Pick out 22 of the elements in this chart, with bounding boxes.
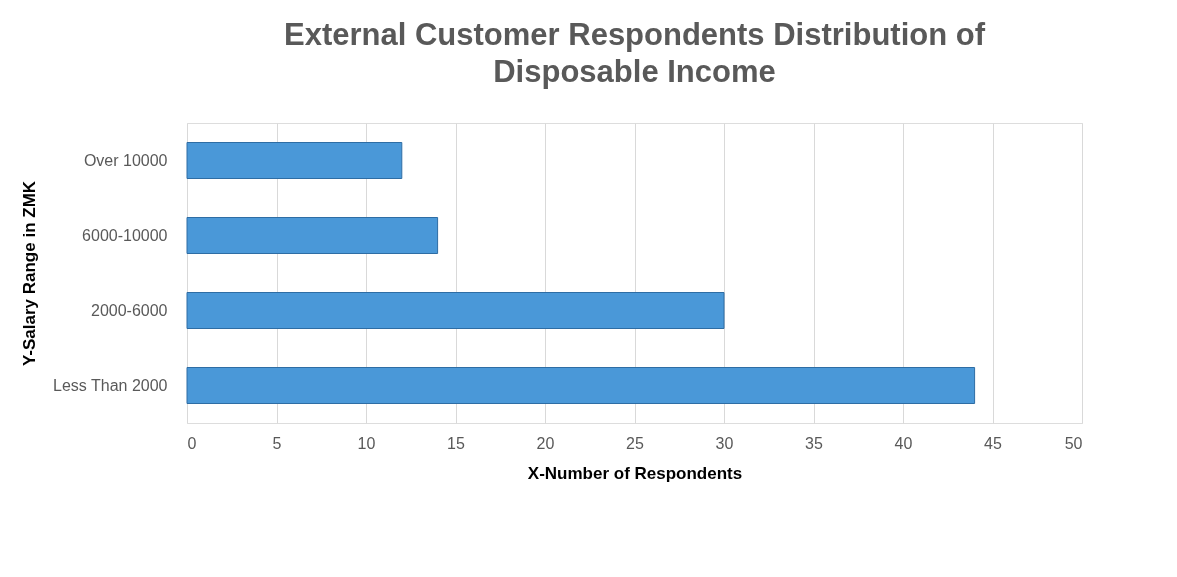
y-tick-label: Less Than 2000 [53,376,168,394]
x-tick-label: 40 [894,434,913,452]
bar [186,367,976,404]
bar [186,292,725,329]
chart-title: External Customer Respondents Distribution of Disposable Income [283,17,986,89]
x-tick-label: 25 [626,434,644,452]
y-tick-label: Over 10000 [83,151,168,169]
y-tick-label: 2000-6000 [90,301,168,319]
y-tick-label: 6000-10000 [82,226,168,244]
x-tick-label: 0 [187,434,197,452]
x-tick-label: 45 [984,434,1002,452]
x-tick-label: 20 [536,434,555,452]
x-axis-title: X-Number of Respondents [527,463,743,483]
x-tick-label: 35 [805,434,823,452]
x-tick-label: 15 [447,434,465,452]
bar [186,142,403,179]
x-tick-label: 50 [1064,434,1083,452]
x-tick-label: 30 [715,434,734,452]
y-axis-title: Y-Salary Range in ZMK [19,180,39,367]
x-tick-label: 10 [357,434,376,452]
x-tick-label: 5 [272,434,282,452]
bar [186,217,439,254]
